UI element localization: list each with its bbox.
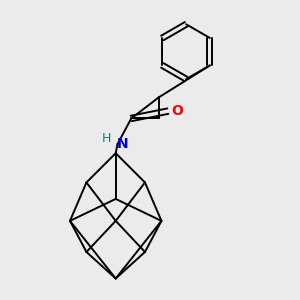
Text: N: N (117, 137, 129, 151)
Text: O: O (171, 104, 183, 118)
Text: H: H (102, 132, 111, 145)
